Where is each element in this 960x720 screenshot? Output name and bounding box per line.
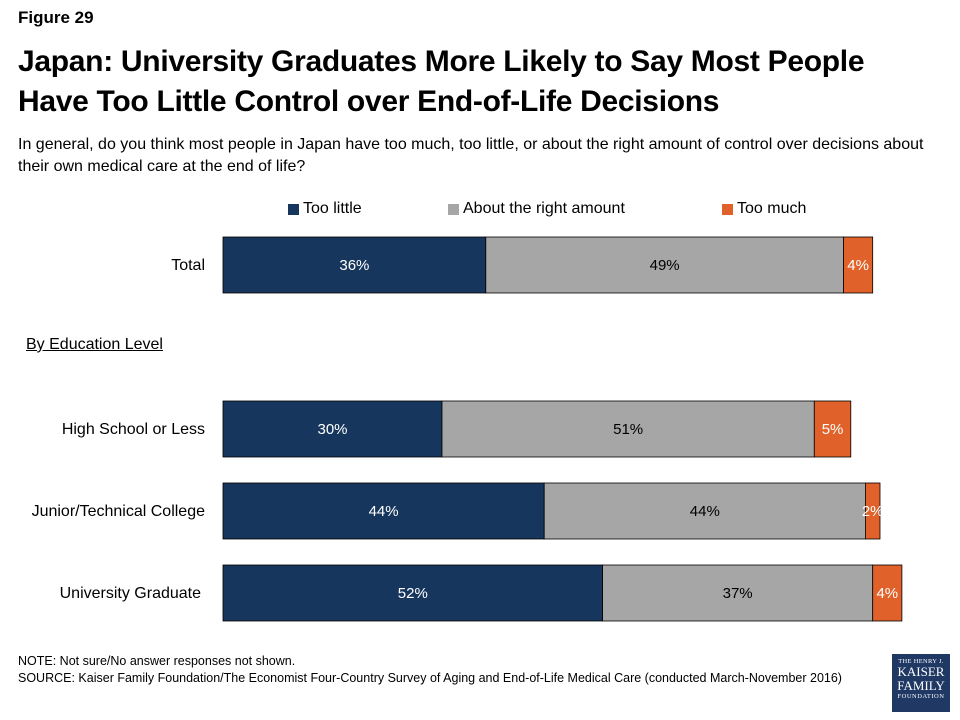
legend-label-too-little: Too little [303,200,362,217]
kff-logo: THE HENRY J. KAISER FAMILY FOUNDATION [892,654,950,712]
data-label-too-little-high-school-or-less: 30% [317,421,347,438]
bar-too-much-junior-technical-college [865,482,881,540]
data-label-too-little-university-graduate: 52% [398,585,428,602]
legend-label-about-right: About the right amount [463,200,625,217]
logo-line-1: THE HENRY J. [898,658,944,665]
bar-too-much-total [843,236,874,294]
bar-too-little-university-graduate [222,564,604,622]
category-label-total: Total [171,257,205,274]
footnote: NOTE: Not sure/No answer responses not s… [18,653,878,687]
data-label-about-the-right-amount-total: 49% [650,257,680,274]
legend: Too little About the right amount Too mu… [0,200,960,222]
logo-line-2: KAISER [897,664,945,679]
legend-swatch-too-much [722,203,733,215]
bar-about-the-right-amount-total [485,236,844,294]
data-label-too-little-total: 36% [339,257,369,274]
bar-too-little-total [222,236,487,294]
bar-too-much-university-graduate [872,564,903,622]
data-label-about-the-right-amount-junior-technical-college: 44% [690,503,720,520]
category-label-high-school-or-less: High School or Less [62,421,205,438]
chart-subtitle: In general, do you think most people in … [18,136,924,175]
data-label-too-much-high-school-or-less: 5% [822,421,844,438]
legend-item-too-little: Too little [288,200,362,218]
source-text: SOURCE: Kaiser Family Foundation/The Eco… [18,671,842,685]
bar-about-the-right-amount-junior-technical-college [543,482,866,540]
legend-item-too-much: Too much [722,200,806,218]
data-label-too-much-junior-technical-college: 2% [862,503,884,520]
note-text: NOTE: Not sure/No answer responses not s… [18,654,296,668]
legend-swatch-too-little [288,203,299,215]
logo-line-3: FAMILY [897,678,945,693]
bar-too-little-junior-technical-college [222,482,545,540]
logo-line-4: FOUNDATION [897,693,945,700]
data-label-too-much-total: 4% [847,257,869,274]
legend-label-too-much: Too much [737,200,807,217]
legend-item-about-right: About the right amount [448,200,625,218]
chart-title: Japan: University Graduates More Likely … [18,45,865,118]
bar-about-the-right-amount-high-school-or-less [441,400,815,458]
bar-too-much-high-school-or-less [813,400,852,458]
data-label-too-little-junior-technical-college: 44% [369,503,399,520]
category-label-university-graduate: University Graduate [60,585,201,602]
figure-label: Figure 29 [18,8,94,27]
category-label-junior-technical-college: Junior/Technical College [32,503,206,520]
data-label-too-much-university-graduate: 4% [876,585,898,602]
legend-swatch-about-right [448,203,459,215]
bar-about-the-right-amount-university-graduate [602,564,874,622]
data-label-about-the-right-amount-university-graduate: 37% [723,585,753,602]
data-label-about-the-right-amount-high-school-or-less: 51% [613,421,643,438]
section-label-education: By Education Level [26,336,163,353]
bar-too-little-high-school-or-less [222,400,443,458]
